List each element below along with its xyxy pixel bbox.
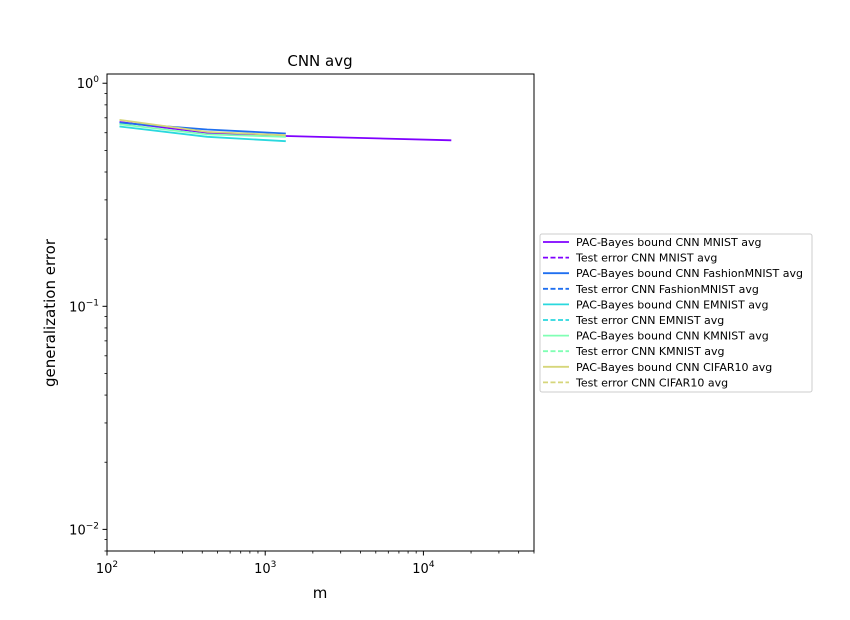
y-tick-label: 100 — [77, 75, 100, 92]
series-lines — [119, 119, 452, 143]
plot-area: 102 103 104 10−2 10−1 100 — [69, 73, 535, 577]
legend-label-4: PAC-Bayes bound CNN EMNIST avg — [576, 298, 768, 311]
legend-label-6: PAC-Bayes bound CNN KMNIST avg — [576, 330, 769, 343]
x-tick-label: 103 — [254, 560, 276, 577]
legend-label-7: Test error CNN KMNIST avg — [575, 345, 725, 358]
legend-box — [539, 233, 813, 393]
x-axis-label: m — [313, 584, 328, 602]
x-tick-label: 104 — [412, 560, 435, 577]
y-axis-label: generalization error — [41, 238, 59, 387]
y-tick-label: 10−1 — [69, 298, 99, 315]
plot-frame — [106, 73, 535, 552]
legend-label-8: PAC-Bayes bound CNN CIFAR10 avg — [576, 361, 772, 374]
legend-label-3: Test error CNN FashionMNIST avg — [575, 283, 759, 296]
series-line-6 — [119, 123, 286, 138]
legend-label-2: PAC-Bayes bound CNN FashionMNIST avg — [576, 267, 803, 280]
legend-label-0: PAC-Bayes bound CNN MNIST avg — [576, 236, 761, 249]
legend-label-5: Test error CNN EMNIST avg — [575, 314, 724, 327]
series-line-8 — [119, 119, 286, 137]
chart-title: CNN avg — [287, 52, 352, 70]
legend-entries: PAC-Bayes bound CNN MNIST avg Test error … — [543, 236, 803, 389]
legend-label-1: Test error CNN MNIST avg — [575, 252, 717, 265]
minor-ticks — [104, 93, 535, 554]
legend-label-9: Test error CNN CIFAR10 avg — [575, 376, 728, 389]
series-line-4 — [119, 125, 286, 143]
legend: PAC-Bayes bound CNN MNIST avg Test error … — [539, 233, 813, 393]
series-line-2 — [119, 121, 286, 135]
x-tick-label: 102 — [96, 560, 118, 577]
y-tick-label: 10−2 — [69, 521, 99, 538]
major-ticks: 102 103 104 10−2 10−1 100 — [69, 75, 435, 577]
